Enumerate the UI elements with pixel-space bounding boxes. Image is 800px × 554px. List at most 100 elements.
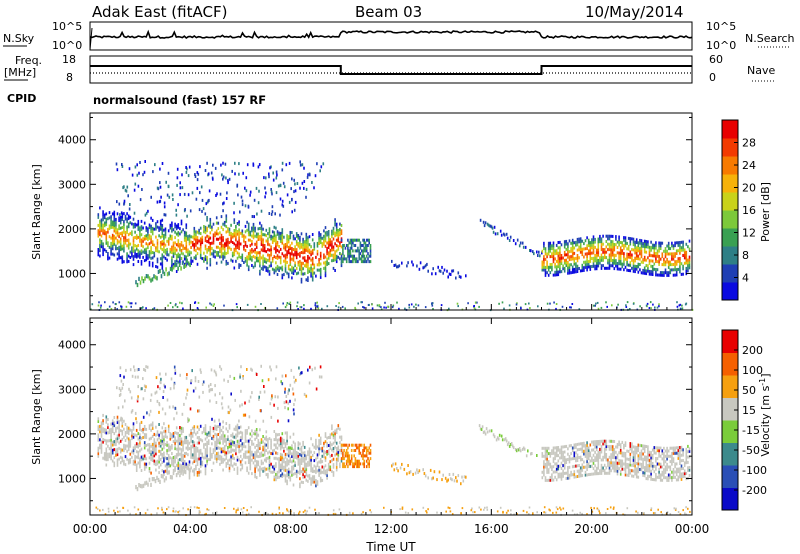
data-cell [573,443,576,447]
data-cell [584,247,587,251]
data-cell [586,268,588,272]
data-cell [155,441,157,445]
data-cell [354,308,357,311]
data-cell [297,446,300,450]
data-cell [342,252,344,256]
data-cell [270,212,273,216]
data-cell [255,256,258,260]
data-cell [111,225,114,229]
data-cell [587,252,590,256]
data-cell [231,259,234,263]
data-cell [172,306,174,309]
data-cell [303,258,306,262]
data-cell [132,257,135,261]
data-cell [476,301,478,304]
data-cell [568,457,571,461]
data-cell [311,478,314,481]
data-cell [137,252,140,255]
data-cell [273,475,276,479]
data-cell [570,257,572,261]
data-cell [310,263,312,267]
data-cell [664,255,667,259]
data-cell [103,454,106,458]
data-cell [171,229,173,233]
data-cell [195,451,197,455]
data-cell [637,249,640,253]
data-cell [399,466,402,470]
nsky-start [89,27,93,51]
data-cell [127,448,130,452]
data-cell [613,267,616,271]
data-cell [124,238,127,242]
data-cell [637,257,640,261]
data-cell [270,444,272,447]
data-cell [552,459,555,463]
data-cell [552,249,555,253]
data-cell [281,437,284,441]
data-cell [543,460,545,464]
data-cell [279,231,282,235]
data-cell [335,238,338,242]
data-cell [355,238,358,242]
data-cell [145,211,148,215]
data-cell [118,441,120,445]
data-cell [99,438,101,442]
colorbar-swatch [722,174,738,193]
data-cell [166,443,168,447]
data-cell [123,220,125,224]
data-cell [277,184,280,188]
data-cell [297,263,300,267]
data-cell [365,246,368,250]
data-cell [291,268,293,272]
data-cell [247,442,250,446]
data-cell [586,462,588,466]
data-cell [563,245,566,249]
data-cell [340,451,343,455]
data-cell [225,451,228,455]
data-cell [191,235,194,239]
data-cell [327,462,330,466]
data-cell [518,244,521,248]
data-cell [554,454,556,458]
data-cell [147,243,149,247]
data-cell [570,457,572,461]
data-cell [365,465,368,469]
data-cell [645,304,648,307]
data-cell [291,241,293,245]
data-cell [279,474,282,478]
data-cell [238,447,240,451]
data-cell [653,249,656,253]
data-cell [292,454,295,458]
data-cell [319,233,322,237]
data-cell [243,236,245,240]
data-cell [180,257,183,260]
data-cell [150,452,152,456]
data-cell [300,264,303,268]
data-cell [147,209,149,213]
data-cell [150,428,152,432]
data-cell [650,240,652,244]
data-cell [570,470,572,474]
data-cell [129,221,132,225]
data-cell [169,237,172,241]
data-cell [299,238,301,242]
data-cell [166,398,169,402]
data-cell [222,425,224,429]
data-cell [143,170,146,174]
data-cell [113,221,116,225]
data-cell [391,306,394,309]
data-cell [222,257,224,261]
data-cell [393,264,396,267]
data-cell [591,243,593,247]
data-cell [267,456,269,460]
data-cell [172,461,175,465]
data-cell [139,280,142,285]
data-cell [182,252,184,256]
data-cell [100,226,103,230]
data-cell [161,234,164,238]
data-cell [560,256,563,260]
data-cell [172,456,175,459]
data-cell [179,248,181,252]
data-cell [227,438,229,441]
data-cell [183,238,186,242]
